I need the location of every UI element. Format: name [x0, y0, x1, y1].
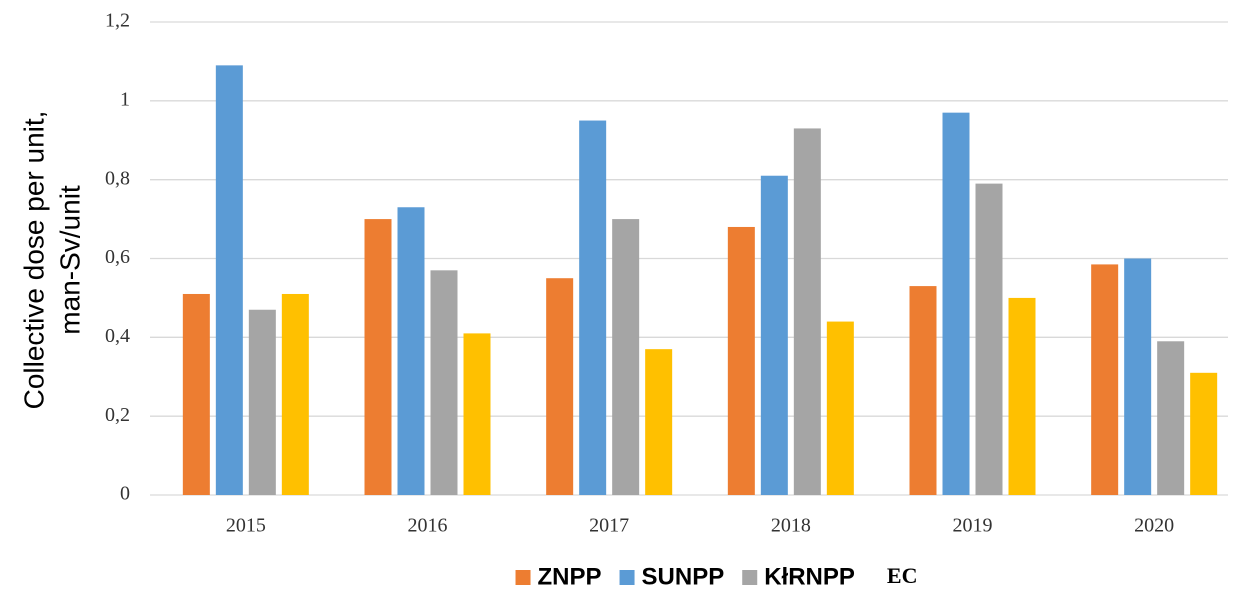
- bar: [1008, 297, 1036, 495]
- bar: [942, 112, 970, 496]
- bar: [579, 120, 607, 496]
- x-tick-label: 2017: [589, 515, 629, 537]
- legend-swatch: [619, 570, 635, 585]
- bar: [793, 128, 821, 496]
- bar: [546, 278, 574, 495]
- legend-swatch: [742, 570, 758, 585]
- x-tick-label: 2016: [408, 515, 448, 537]
- legend-swatch: [515, 570, 531, 585]
- bar: [1091, 264, 1119, 495]
- legend-label: ZNPP: [538, 563, 602, 589]
- bar: [826, 321, 854, 495]
- bar: [1124, 258, 1152, 495]
- y-axis-label-line: Collective dose per unit,: [18, 111, 49, 410]
- bar: [463, 333, 491, 495]
- bar: [182, 293, 210, 495]
- bar: [1157, 341, 1185, 495]
- bar: [727, 226, 755, 495]
- bar: [397, 207, 425, 495]
- bar: [975, 183, 1003, 495]
- bar: [430, 270, 458, 495]
- legend-label: KłRNPP: [764, 563, 855, 589]
- bar: [1190, 372, 1218, 495]
- bar: [760, 175, 788, 495]
- x-tick-label: 2015: [226, 515, 266, 537]
- y-axis-label-line: man-Sv/unit: [54, 185, 85, 335]
- bar: [364, 219, 392, 496]
- y-axis-label: Collective dose per unit, man-Sv/unit: [18, 111, 85, 410]
- bar: [248, 309, 276, 495]
- bar: [909, 286, 937, 495]
- x-tick-label: 2018: [771, 515, 811, 537]
- y-tick-label: 0,6: [105, 246, 130, 268]
- y-tick-label: 0,8: [105, 167, 130, 189]
- bar: [645, 349, 673, 495]
- y-tick-label: 1,2: [105, 10, 130, 32]
- legend-label: SUNPP: [642, 563, 725, 589]
- y-tick-label: 0,2: [105, 404, 130, 426]
- y-tick-label: 1: [120, 88, 130, 110]
- y-tick-label: 0: [120, 483, 130, 505]
- bar: [215, 65, 243, 495]
- bar: [612, 219, 640, 496]
- x-tick-label: 2020: [1134, 515, 1174, 537]
- x-tick-label: 2019: [953, 515, 993, 537]
- legend-label: EC: [887, 563, 918, 588]
- y-tick-label: 0,4: [105, 325, 130, 347]
- bar: [281, 293, 309, 495]
